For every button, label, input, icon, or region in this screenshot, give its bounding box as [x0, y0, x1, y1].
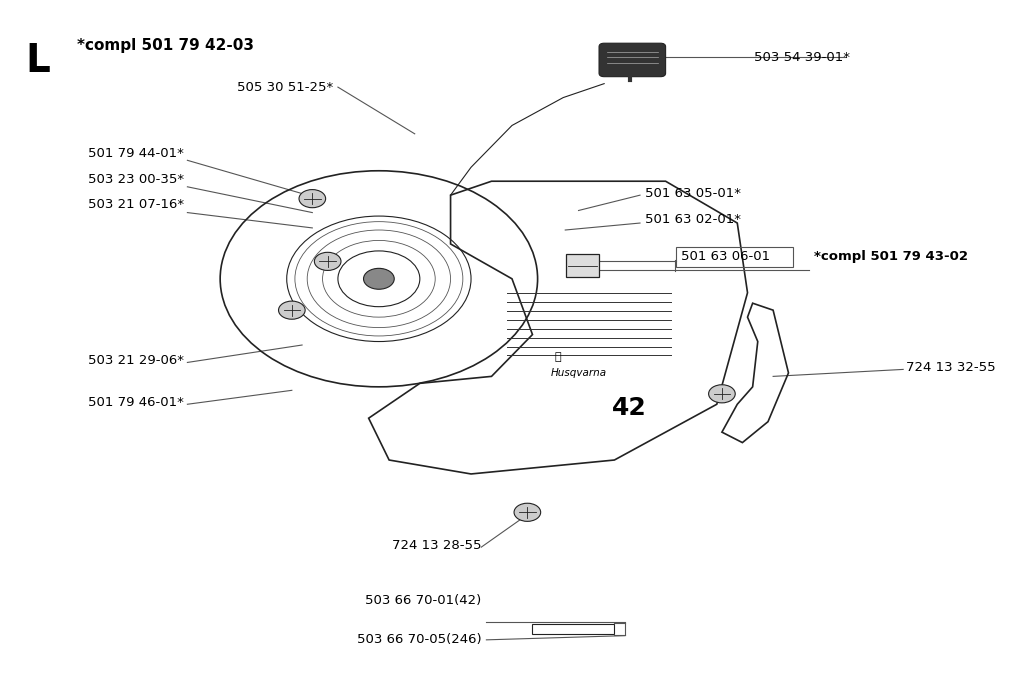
Text: 503 21 07-16*: 503 21 07-16*	[88, 199, 184, 211]
Text: *compl 501 79 42-03: *compl 501 79 42-03	[77, 38, 254, 54]
Text: 42: 42	[612, 396, 647, 420]
Circle shape	[709, 385, 735, 403]
Text: 503 66 70-05(246): 503 66 70-05(246)	[356, 633, 481, 645]
Text: 501 63 06-01: 501 63 06-01	[681, 250, 770, 263]
Text: Ⓢ: Ⓢ	[555, 352, 561, 362]
Circle shape	[514, 503, 541, 521]
Circle shape	[299, 190, 326, 208]
Text: 503 21 29-06*: 503 21 29-06*	[88, 354, 184, 367]
Circle shape	[279, 301, 305, 319]
Text: 501 79 46-01*: 501 79 46-01*	[88, 397, 184, 409]
Text: 503 23 00-35*: 503 23 00-35*	[88, 173, 184, 185]
Text: 724 13 32-55: 724 13 32-55	[906, 361, 996, 374]
Circle shape	[314, 252, 341, 270]
Text: 501 63 02-01*: 501 63 02-01*	[645, 213, 741, 226]
Text: *compl 501 79 43-02: *compl 501 79 43-02	[814, 250, 968, 263]
Text: 501 79 44-01*: 501 79 44-01*	[88, 147, 184, 160]
Text: 724 13 28-55: 724 13 28-55	[392, 539, 481, 551]
Text: 505 30 51-25*: 505 30 51-25*	[237, 81, 333, 93]
FancyBboxPatch shape	[599, 43, 666, 77]
Text: L: L	[26, 42, 50, 80]
Text: Husqvarna: Husqvarna	[551, 368, 606, 378]
Text: 501 63 05-01*: 501 63 05-01*	[645, 187, 741, 199]
Text: 503 54 39-01*: 503 54 39-01*	[754, 51, 850, 63]
Circle shape	[364, 268, 394, 289]
Text: 503 66 70-01(42): 503 66 70-01(42)	[365, 595, 481, 607]
FancyBboxPatch shape	[566, 254, 599, 277]
